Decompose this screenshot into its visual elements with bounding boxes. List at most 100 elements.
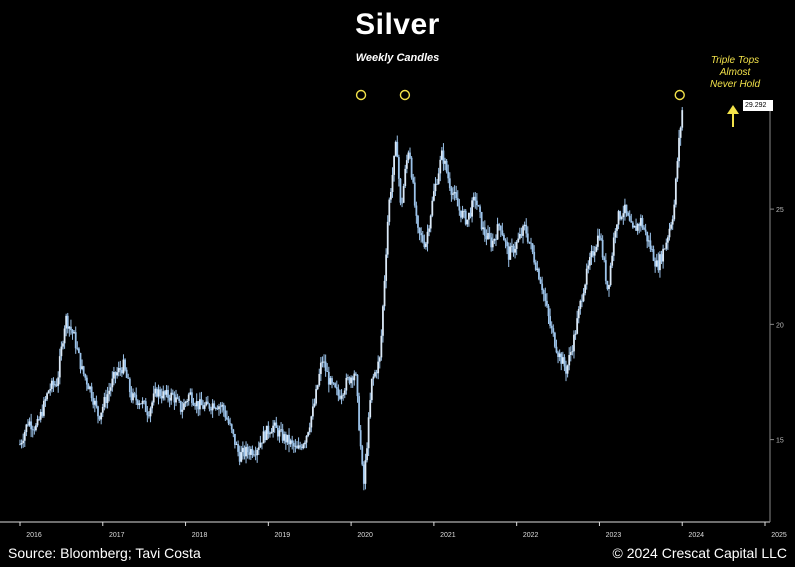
candle-body (241, 447, 244, 453)
candle-body (455, 192, 458, 199)
candle-body (504, 240, 507, 242)
candle-body (58, 356, 61, 378)
candle-body (600, 238, 602, 240)
candle-body (305, 435, 308, 443)
candle-body (315, 389, 317, 404)
candle-body (370, 378, 373, 401)
candle-body (310, 416, 313, 428)
candle-body (50, 380, 53, 389)
candle-body (603, 257, 606, 261)
candle-body (488, 233, 491, 238)
candle-body (299, 445, 302, 447)
candle-body (472, 196, 475, 201)
candle-body (41, 411, 44, 416)
candle-body (183, 403, 185, 410)
candle-body (592, 251, 594, 256)
candle-body (440, 150, 443, 160)
candle-body (518, 234, 521, 239)
top-marker-circle (355, 89, 367, 101)
candle-body (515, 242, 518, 249)
x-tick-label: 2024 (688, 532, 704, 539)
candle-body (383, 280, 386, 307)
candle-body (538, 268, 540, 280)
candle-body (234, 433, 236, 445)
candle-body (62, 343, 64, 347)
candle-body (324, 361, 327, 371)
candle-body (103, 397, 106, 407)
candle-body (259, 442, 262, 448)
candle-body (359, 430, 362, 447)
candle-body (458, 206, 461, 211)
candle-body (73, 332, 76, 334)
candle-body (614, 230, 617, 238)
candle-body (409, 152, 411, 158)
candle-body (584, 284, 587, 294)
candle-body (214, 407, 217, 409)
candle-body (157, 389, 160, 397)
candle-body (641, 218, 644, 228)
candle-body (526, 233, 529, 242)
candle-body (547, 305, 550, 317)
candle-body (60, 346, 63, 357)
candle-body (205, 401, 208, 406)
candle-body (254, 454, 257, 456)
candle-body (673, 204, 676, 220)
candle-body (385, 254, 388, 281)
candle-body (561, 357, 564, 364)
triple-top-markers (355, 89, 685, 101)
candle-body (541, 283, 544, 291)
candle-body (194, 405, 197, 407)
candle-body (432, 191, 435, 201)
candle-body (674, 178, 677, 205)
candle-body (25, 424, 28, 433)
candle-body (232, 429, 235, 434)
candle-body (179, 400, 182, 412)
candle-body (412, 177, 415, 183)
candle-body (671, 219, 674, 225)
candle-body (631, 222, 634, 228)
candle-body (294, 445, 297, 447)
candle-body (106, 394, 109, 404)
candle-body (165, 389, 168, 395)
candle-body (246, 446, 249, 453)
candle-body (175, 397, 177, 403)
candle-body (339, 395, 341, 399)
candle-body (213, 403, 216, 409)
candle-body (364, 460, 367, 484)
candle-body (662, 248, 665, 262)
x-tick-label: 2016 (26, 532, 42, 539)
candle-body (248, 452, 251, 455)
candle-body (593, 251, 596, 256)
candle-body (612, 237, 615, 256)
candle-body (552, 328, 555, 333)
candle-body (267, 425, 270, 434)
candle-body (577, 308, 580, 319)
candle-body (588, 257, 591, 266)
candle-body (670, 224, 672, 229)
candle-body (281, 429, 284, 441)
candle-body (520, 234, 523, 236)
candle-body (203, 405, 206, 409)
candle-body (372, 376, 375, 379)
candle-body (79, 352, 82, 370)
candle-body (178, 398, 181, 401)
source-note: Source: Bloomberg; Tavi Costa (8, 545, 201, 561)
candle-body (514, 248, 516, 253)
triple-tops-annotation: Triple Tops Almost Never Hold (690, 55, 780, 91)
candle-body (482, 227, 485, 230)
candle-body (523, 224, 526, 227)
candle-body (76, 348, 79, 350)
candle-body (475, 200, 478, 206)
candle-body (195, 401, 198, 407)
candle-body (461, 211, 464, 218)
x-tick-label: 2019 (275, 532, 291, 539)
candle-body (19, 444, 21, 446)
candle-body (340, 395, 343, 399)
candle-body (581, 300, 583, 302)
candle-body (127, 377, 130, 379)
y-axis: 15 20 25 (769, 100, 784, 522)
candle-body (487, 233, 489, 240)
candle-body (30, 421, 33, 430)
candle-body (297, 445, 300, 449)
candle-body (291, 440, 294, 443)
